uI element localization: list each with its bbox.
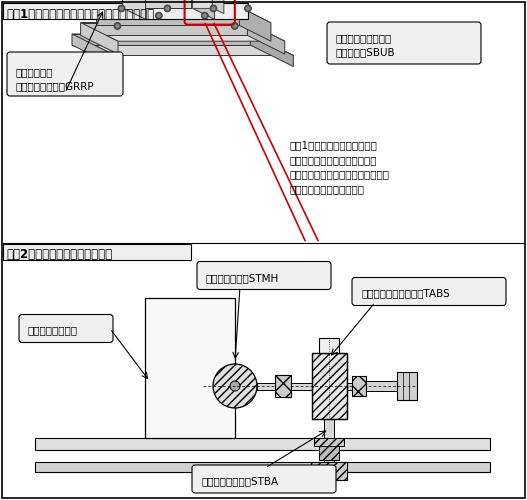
Polygon shape — [212, 0, 224, 14]
Circle shape — [246, 6, 250, 10]
Circle shape — [203, 14, 207, 18]
Polygon shape — [81, 22, 118, 54]
Bar — [3, 3, 248, 19]
Circle shape — [118, 5, 125, 12]
Bar — [312, 353, 347, 419]
Circle shape — [164, 5, 171, 12]
Circle shape — [201, 12, 208, 19]
Polygon shape — [123, 0, 192, 8]
Polygon shape — [239, 7, 271, 41]
Text: ストップピン：STMH: ストップピン：STMH — [206, 274, 279, 283]
Text: 【図1】のストッパブロックを
位置の調整が可能な調整ねじ用
ブロック方式に置き換えることで、
多機種対応化が図れます。: 【図1】のストッパブロックを 位置の調整が可能な調整ねじ用 ブロック方式に置き換… — [290, 140, 390, 194]
Bar — [397, 372, 417, 400]
Circle shape — [155, 12, 162, 19]
Circle shape — [120, 6, 123, 10]
FancyBboxPatch shape — [352, 278, 506, 305]
Text: ウレタン付ストッパ
ブロック：SBUB: ウレタン付ストッパ ブロック：SBUB — [336, 33, 396, 57]
Bar — [257, 383, 397, 390]
Polygon shape — [81, 22, 247, 36]
Circle shape — [114, 22, 121, 30]
Text: 【図1】手動ユニットの位置決めストッパ事例: 【図1】手動ユニットの位置決めストッパ事例 — [6, 8, 154, 20]
Bar — [145, 298, 235, 438]
Bar — [314, 438, 344, 446]
Polygon shape — [247, 22, 285, 54]
Bar — [3, 244, 191, 260]
Circle shape — [233, 24, 237, 28]
FancyBboxPatch shape — [192, 465, 336, 493]
Text: 【図2】位置決め調整機構の事例: 【図2】位置決め調整機構の事例 — [6, 248, 112, 261]
Polygon shape — [81, 22, 285, 41]
Bar — [35, 462, 490, 472]
Circle shape — [213, 364, 257, 408]
Bar — [275, 375, 291, 397]
Polygon shape — [192, 0, 212, 8]
Bar — [352, 376, 366, 396]
Polygon shape — [95, 7, 271, 23]
Polygon shape — [192, 0, 214, 20]
Polygon shape — [95, 7, 239, 26]
Polygon shape — [72, 34, 250, 45]
Bar — [311, 462, 347, 480]
FancyBboxPatch shape — [197, 262, 331, 289]
Polygon shape — [72, 34, 115, 66]
Circle shape — [210, 5, 217, 12]
Bar — [319, 446, 339, 460]
Circle shape — [165, 6, 170, 10]
Bar — [319, 338, 339, 353]
Polygon shape — [123, 0, 145, 20]
FancyBboxPatch shape — [7, 52, 123, 96]
Circle shape — [45, 82, 53, 90]
Text: スライドブロック: スライドブロック — [28, 326, 78, 336]
FancyBboxPatch shape — [327, 22, 481, 64]
Bar — [366, 381, 397, 391]
Polygon shape — [72, 34, 294, 56]
Circle shape — [230, 381, 240, 391]
Circle shape — [115, 24, 120, 28]
Bar — [312, 353, 347, 419]
Text: 位置決めボルト：STBA: 位置決めボルト：STBA — [201, 476, 278, 486]
Circle shape — [211, 6, 216, 10]
FancyBboxPatch shape — [19, 314, 113, 342]
Circle shape — [157, 14, 161, 18]
Bar — [35, 438, 490, 450]
Bar — [324, 419, 334, 472]
Circle shape — [245, 5, 251, 12]
Text: 調整ねじ用ブロック：TABS: 調整ねじ用ブロック：TABS — [361, 288, 450, 298]
Text: ガイドレール
（樹脂タイプ）：GRRP: ガイドレール （樹脂タイプ）：GRRP — [16, 67, 95, 91]
Polygon shape — [250, 34, 294, 66]
Circle shape — [231, 22, 238, 30]
